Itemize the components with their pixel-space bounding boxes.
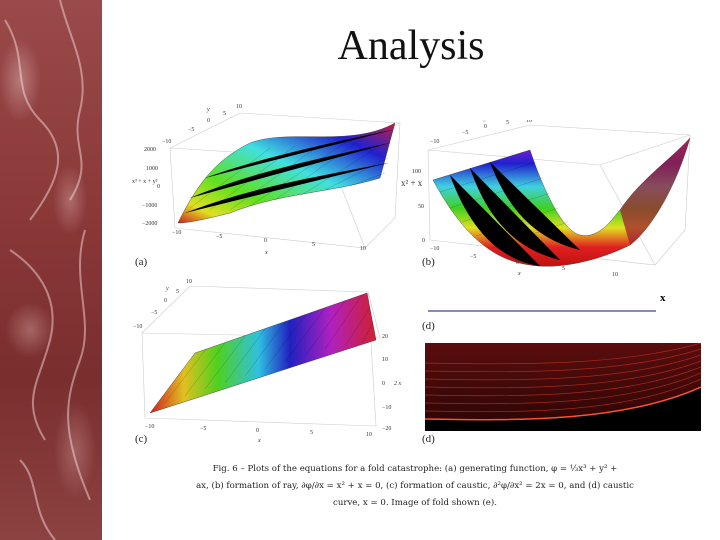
y-tick: 5 xyxy=(223,111,226,117)
y-tick: 10 xyxy=(526,120,532,124)
figure-caption: Fig. 6 – Plots of the equations for a fo… xyxy=(150,461,680,512)
y-tick: 5 xyxy=(176,289,179,295)
figure-label-d-image: (d) xyxy=(422,433,435,445)
z-tick: 2000 xyxy=(144,147,156,153)
y-tick: 10 xyxy=(186,279,192,285)
z-axis-label: x³ + x + y³ xyxy=(132,179,158,185)
figure-label-c: (c) xyxy=(135,433,148,445)
x-axis-label: x xyxy=(264,250,268,256)
slide-title: Analysis xyxy=(337,23,485,69)
z-tick: −2000 xyxy=(142,221,157,227)
y-tick: −5 xyxy=(188,127,194,133)
x-axis-label: x xyxy=(257,438,261,443)
z-tick: 1000 xyxy=(146,166,158,172)
y-tick: −5 xyxy=(462,130,468,136)
caustic-curve-line xyxy=(428,310,656,312)
y-axis-label: y xyxy=(206,107,210,113)
figure-label-d-curve: (d) xyxy=(422,320,435,332)
caption-line-2: ax, (b) formation of ray, ∂φ/∂x = x² + x… xyxy=(196,481,634,491)
x-tick: −5 xyxy=(200,426,206,432)
x-tick: 0 xyxy=(256,428,259,434)
x-tick: −10 xyxy=(172,230,181,236)
x-tick: 10 xyxy=(612,272,618,278)
x-axis-label: x xyxy=(517,271,521,277)
caption-line-1: Fig. 6 – Plots of the equations for a fo… xyxy=(212,464,618,474)
y-tick: 0 xyxy=(207,118,210,124)
x-tick: 10 xyxy=(366,432,372,438)
x-tick: −5 xyxy=(216,234,222,240)
y-tick: 0 xyxy=(164,298,167,304)
z-tick: 100 xyxy=(412,169,421,175)
y-tick: −10 xyxy=(162,139,171,145)
x-tick: 0 xyxy=(516,260,519,266)
z-tick: −20 xyxy=(382,426,391,432)
z-tick: 50 xyxy=(418,204,424,210)
y-tick: 0 xyxy=(484,124,487,130)
z-tick: 10 xyxy=(382,357,388,363)
decorative-water-sidebar xyxy=(0,0,102,540)
fold-photo xyxy=(425,343,701,431)
x-tick: −5 xyxy=(470,254,476,260)
x-tick: 5 xyxy=(310,430,313,436)
y-axis-label: y xyxy=(483,120,487,122)
z-tick: 0 xyxy=(422,238,425,244)
x-tick: −10 xyxy=(145,424,154,430)
x-tick: −10 xyxy=(430,246,439,252)
y-tick: 5 xyxy=(506,120,509,126)
x-tick: 5 xyxy=(312,242,315,248)
plot-b-ray-formation: 100 50 0 −10 −5 0 5 10 x −10 −5 0 5 10 y xyxy=(412,120,691,278)
plot-b-z-axis-label: x² + x xyxy=(401,178,423,188)
figure-label-a: (a) xyxy=(135,256,148,268)
z-tick: −10 xyxy=(382,405,391,411)
plot-c-caustic-formation: 20 10 0 −10 −20 2 x −10 −5 0 5 10 x −10 … xyxy=(133,279,402,443)
caustic-x-axis-label: x xyxy=(660,292,666,304)
y-tick: −5 xyxy=(151,310,157,316)
plot-a-generating-function: x³ + x + y³ 2000 1000 0 −1000 −2000 −10 … xyxy=(132,104,401,256)
x-tick: 0 xyxy=(264,238,267,244)
surface-a xyxy=(177,122,396,224)
x-tick: 10 xyxy=(360,246,366,252)
z-tick: −1000 xyxy=(142,203,157,209)
y-tick: −10 xyxy=(133,324,142,330)
z-axis-label: 2 x xyxy=(394,381,402,387)
caption-line-3: curve, x = 0. Image of fold shown (e). xyxy=(333,498,497,508)
z-tick: 0 xyxy=(382,381,385,387)
surface-c xyxy=(149,292,377,414)
y-tick: −10 xyxy=(430,139,439,145)
water-ripple-pattern xyxy=(4,0,91,540)
z-tick: 0 xyxy=(157,184,160,190)
figure-label-b: (b) xyxy=(422,256,435,268)
y-tick: 10 xyxy=(236,104,242,110)
x-tick: 5 xyxy=(562,266,565,272)
z-tick: 20 xyxy=(382,334,388,340)
y-axis-label: y xyxy=(165,286,169,292)
